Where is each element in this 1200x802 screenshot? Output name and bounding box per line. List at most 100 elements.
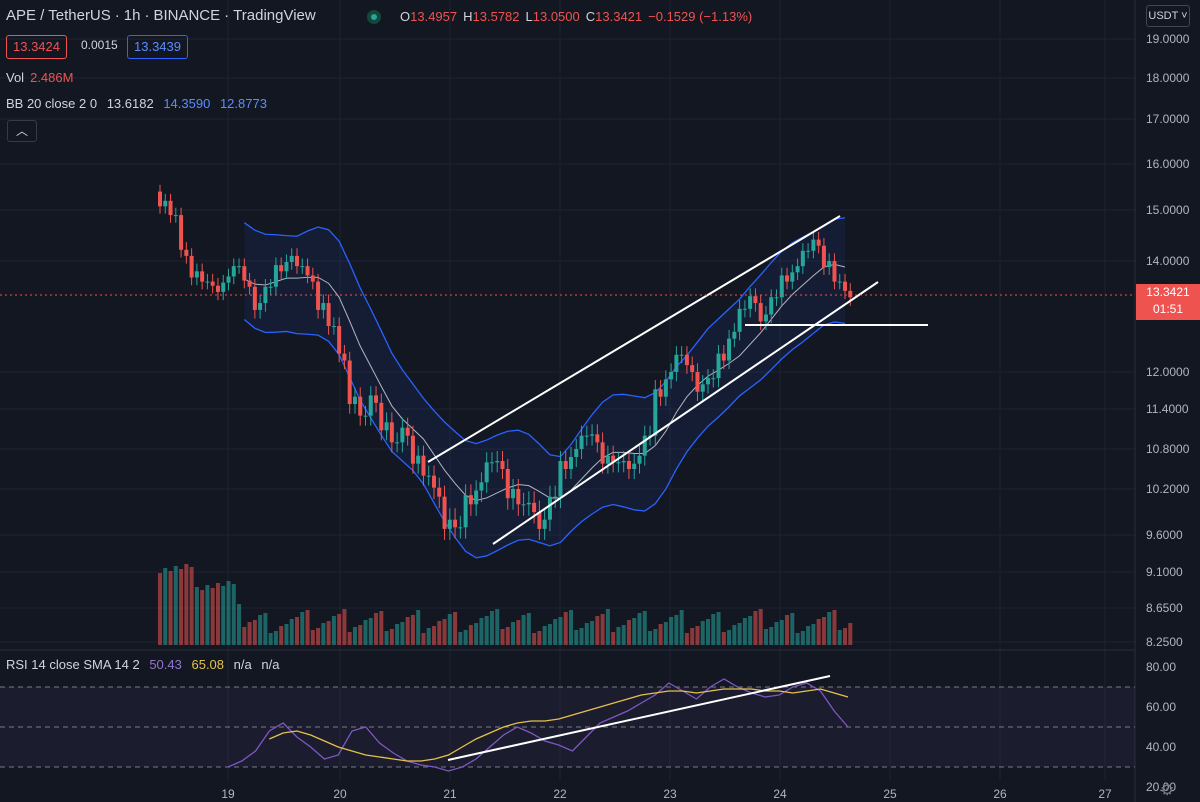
rsi-tick-label: 20.00: [1146, 780, 1176, 794]
volume-bar: [616, 627, 621, 645]
candle-body: [721, 353, 726, 361]
candle-body: [695, 372, 700, 392]
volume-bar: [437, 621, 442, 645]
volume-bar: [800, 631, 805, 645]
candle-body: [495, 461, 500, 463]
y-tick-label: 9.1000: [1146, 565, 1183, 579]
candle-body: [474, 490, 479, 505]
candle-body: [447, 519, 452, 529]
candle-body: [621, 461, 626, 463]
bar-countdown: 01:51: [1152, 302, 1184, 316]
candle-body: [210, 281, 215, 286]
volume-bar: [453, 612, 458, 645]
candle-body: [521, 504, 526, 506]
rsi-legend[interactable]: RSI 14 close SMA 14 2 50.43 65.08 n/a n/…: [6, 657, 285, 672]
volume-bar: [474, 623, 479, 645]
candle-body: [848, 290, 853, 298]
volume-bar: [194, 587, 199, 645]
volume-bar: [215, 583, 220, 645]
candle-body: [600, 442, 605, 464]
buy-price-button[interactable]: 13.3439: [127, 35, 188, 59]
candle-body: [742, 308, 747, 310]
candle-body: [748, 296, 753, 309]
candle-body: [258, 303, 263, 310]
interval-label[interactable]: 1h: [123, 7, 141, 24]
last-price-value: 13.3421: [1146, 285, 1190, 299]
sell-price-button[interactable]: 13.3424: [6, 35, 67, 59]
candle-body: [642, 435, 647, 456]
gear-icon[interactable]: ⚙: [1160, 782, 1175, 799]
volume-bar: [837, 630, 842, 645]
volume-bar: [811, 624, 816, 645]
candle-body: [690, 365, 695, 372]
x-tick-label: 22: [553, 787, 567, 801]
volume-bar: [268, 633, 273, 645]
volume-bar: [553, 619, 558, 645]
x-tick-label: 24: [773, 787, 787, 801]
candle-body: [310, 275, 315, 282]
candle-body: [711, 378, 716, 380]
y-tick-label: 14.0000: [1146, 254, 1190, 268]
candle-body: [395, 442, 400, 444]
chevron-down-icon: ˅: [1178, 10, 1188, 22]
volume-bar: [368, 618, 373, 645]
candle-body: [626, 461, 631, 469]
volume-bar: [263, 613, 268, 645]
ohlc-open: 13.4957: [410, 9, 458, 24]
volume-bar: [732, 625, 737, 645]
market-open-icon: [367, 10, 381, 24]
volume-bar: [358, 625, 363, 645]
volume-bar: [463, 630, 468, 645]
volume-bar: [221, 586, 226, 645]
volume-bar: [237, 604, 242, 645]
candle-body: [158, 191, 162, 207]
y-tick-label: 18.0000: [1146, 71, 1190, 85]
volume-bar: [295, 617, 299, 645]
candle-body: [205, 281, 210, 283]
volume-value: 2.486M: [30, 70, 74, 85]
volume-bar: [632, 618, 637, 645]
candle-body: [479, 482, 484, 491]
candle-body: [437, 487, 442, 497]
volume-label: Vol: [6, 70, 25, 85]
candle-body: [284, 262, 289, 272]
volume-bar: [331, 616, 336, 645]
volume-bar: [590, 621, 595, 645]
rsi-tick-label: 60.00: [1146, 700, 1176, 714]
candle-body: [505, 469, 510, 499]
rsi-sma-value: 65.08: [191, 657, 225, 672]
volume-bar: [737, 623, 742, 645]
candle-body: [679, 354, 684, 356]
bollinger-legend[interactable]: BB 20 close 2 0 13.6182 14.3590 12.8773: [6, 96, 273, 111]
candle-body: [590, 434, 595, 436]
candle-body: [542, 519, 547, 529]
symbol-title[interactable]: APE / TetherUS: [6, 7, 111, 24]
candle-body: [785, 275, 790, 282]
candle-body: [421, 455, 426, 476]
candle-body: [821, 245, 826, 268]
channel-lower-trendline: [492, 281, 879, 545]
volume-bar: [790, 613, 795, 645]
candle-body: [252, 286, 257, 310]
volume-bar: [347, 632, 352, 645]
bollinger-basis-line: [244, 263, 846, 502]
volume-bar: [352, 627, 357, 645]
volume-bar: [321, 623, 326, 645]
candle-body: [268, 286, 273, 288]
candle-body: [674, 354, 679, 372]
volume-bar: [695, 626, 700, 645]
candle-body: [511, 489, 516, 499]
collapse-legend-button[interactable]: ︿: [7, 120, 37, 142]
candle-body: [221, 282, 226, 292]
y-tick-label: 10.2000: [1146, 482, 1190, 496]
volume-bar: [521, 615, 526, 645]
candle-body: [347, 360, 352, 405]
candle-body: [289, 255, 294, 263]
volume-legend[interactable]: Vol 2.486M: [6, 70, 73, 85]
volume-bar: [200, 590, 205, 645]
volume-bar: [184, 564, 189, 645]
currency-select[interactable]: USDT ˅: [1146, 5, 1190, 27]
volume-bar: [611, 632, 616, 645]
chart-header: APE / TetherUS · 1h · BINANCE · TradingV…: [6, 7, 316, 24]
